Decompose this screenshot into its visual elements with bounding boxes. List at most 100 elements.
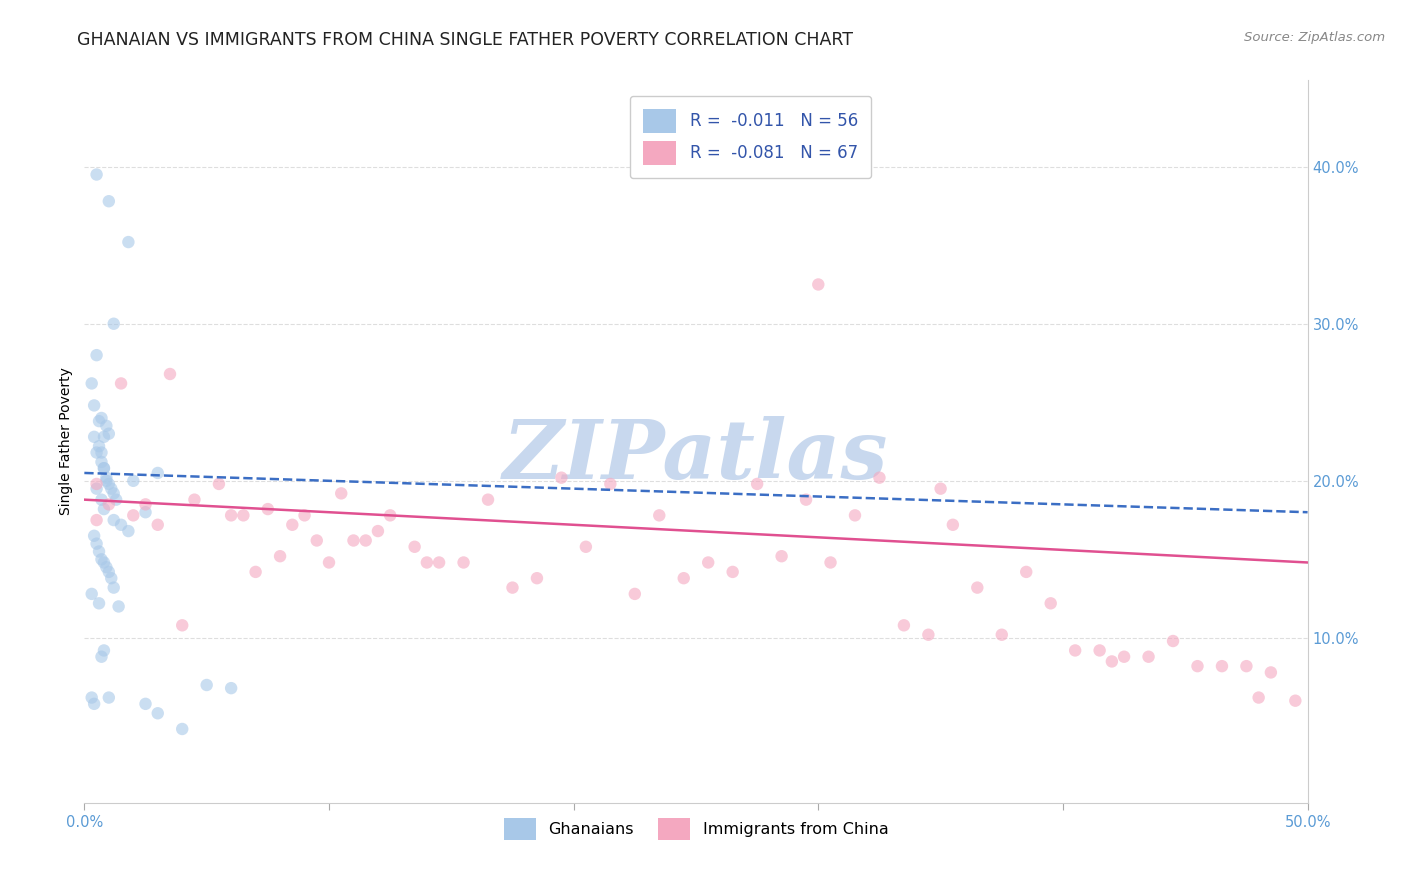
Point xyxy=(807,277,830,292)
Point xyxy=(159,367,181,381)
Point xyxy=(97,194,120,209)
Point xyxy=(1015,565,1038,579)
Point xyxy=(917,628,939,642)
Point xyxy=(219,508,242,523)
Point xyxy=(96,474,118,488)
Point xyxy=(294,508,316,523)
Point xyxy=(100,482,122,496)
Point xyxy=(93,556,115,570)
Point xyxy=(1247,690,1270,705)
Point xyxy=(550,470,572,484)
Point xyxy=(90,411,112,425)
Point xyxy=(135,697,157,711)
Point xyxy=(80,587,103,601)
Point xyxy=(404,540,426,554)
Point xyxy=(117,235,139,249)
Point xyxy=(146,706,169,721)
Point xyxy=(90,649,112,664)
Point xyxy=(90,445,112,459)
Point xyxy=(305,533,328,548)
Point xyxy=(354,533,377,548)
Point xyxy=(477,492,499,507)
Point xyxy=(1284,694,1306,708)
Point xyxy=(1260,665,1282,680)
Point xyxy=(97,426,120,441)
Point xyxy=(257,502,280,516)
Point xyxy=(103,486,125,500)
Point xyxy=(367,524,389,538)
Point xyxy=(87,596,110,610)
Point xyxy=(219,681,242,695)
Point xyxy=(96,470,118,484)
Point xyxy=(135,505,157,519)
Point xyxy=(575,540,598,554)
Point xyxy=(110,517,132,532)
Point xyxy=(86,168,108,182)
Point xyxy=(146,466,169,480)
Point xyxy=(93,461,115,475)
Point xyxy=(97,477,120,491)
Point xyxy=(844,508,866,523)
Point xyxy=(232,508,254,523)
Point xyxy=(648,508,671,523)
Point xyxy=(135,497,157,511)
Point xyxy=(1161,634,1184,648)
Point xyxy=(122,474,145,488)
Point xyxy=(672,571,695,585)
Point xyxy=(172,618,194,632)
Point xyxy=(342,533,364,548)
Text: ZIPatlas: ZIPatlas xyxy=(503,416,889,496)
Point xyxy=(87,439,110,453)
Point xyxy=(97,565,120,579)
Y-axis label: Single Father Poverty: Single Father Poverty xyxy=(59,368,73,516)
Point xyxy=(87,414,110,428)
Point xyxy=(427,556,450,570)
Point xyxy=(697,556,720,570)
Point xyxy=(90,552,112,566)
Point xyxy=(96,560,118,574)
Point xyxy=(172,722,194,736)
Point xyxy=(1211,659,1233,673)
Point xyxy=(893,618,915,632)
Point xyxy=(86,536,108,550)
Point xyxy=(103,513,125,527)
Point xyxy=(281,517,304,532)
Point xyxy=(269,549,291,564)
Point xyxy=(80,376,103,391)
Point xyxy=(93,461,115,475)
Point xyxy=(1088,643,1111,657)
Point xyxy=(87,544,110,558)
Point xyxy=(794,492,817,507)
Point xyxy=(966,581,988,595)
Point xyxy=(721,565,744,579)
Text: GHANAIAN VS IMMIGRANTS FROM CHINA SINGLE FATHER POVERTY CORRELATION CHART: GHANAIAN VS IMMIGRANTS FROM CHINA SINGLE… xyxy=(77,31,853,49)
Point xyxy=(103,317,125,331)
Point xyxy=(83,398,105,412)
Point xyxy=(86,348,108,362)
Point xyxy=(1187,659,1209,673)
Point xyxy=(146,517,169,532)
Point xyxy=(820,556,842,570)
Point xyxy=(991,628,1014,642)
Point xyxy=(83,430,105,444)
Point xyxy=(869,470,891,484)
Point xyxy=(80,690,103,705)
Point xyxy=(747,477,769,491)
Point xyxy=(208,477,231,491)
Point xyxy=(245,565,267,579)
Point xyxy=(453,556,475,570)
Point xyxy=(1137,649,1160,664)
Point xyxy=(100,571,122,585)
Point xyxy=(86,482,108,496)
Point xyxy=(97,690,120,705)
Point xyxy=(526,571,548,585)
Point xyxy=(183,492,205,507)
Point xyxy=(380,508,402,523)
Point xyxy=(86,445,108,459)
Point xyxy=(107,599,129,614)
Point xyxy=(942,517,965,532)
Point xyxy=(195,678,218,692)
Point xyxy=(1236,659,1258,673)
Point xyxy=(624,587,647,601)
Point xyxy=(599,477,621,491)
